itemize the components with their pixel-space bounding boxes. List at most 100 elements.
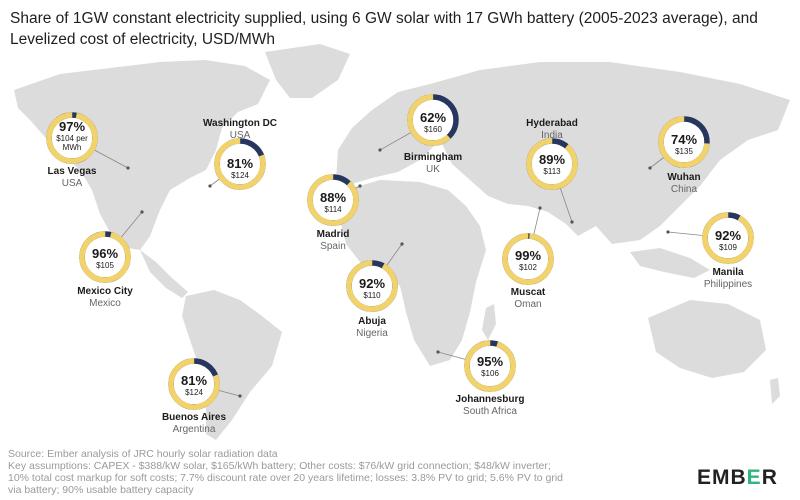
city-name: Las Vegas <box>47 166 97 177</box>
donut-label-manila: 92% $109 <box>696 228 760 253</box>
share-value: 81% <box>226 156 254 171</box>
donut-share-arc-buenos-aires <box>168 358 220 410</box>
donut-share-arc-muscat <box>502 233 554 285</box>
donut-background-abuja <box>346 260 398 312</box>
donut-label-washington-dc: 81% $124 <box>208 156 272 181</box>
donut-background-hyderabad <box>526 138 578 190</box>
donut-background-madrid <box>307 174 359 226</box>
city-label-buenos-aires: Buenos Aires Argentina <box>139 412 249 436</box>
city-marker-muscat <box>538 206 542 210</box>
share-value: 92% <box>714 228 742 243</box>
share-value: 99% <box>514 248 542 263</box>
assumptions-line-2: 10% total cost markup for soft costs; 7.… <box>8 472 564 484</box>
australia-landmass <box>648 300 766 378</box>
donut-background-manila <box>702 212 754 264</box>
logo-part-1: EMB <box>697 466 747 489</box>
city-marker-washington-dc <box>208 184 212 188</box>
city-country: Spain <box>320 241 346 252</box>
chart-title: Share of 1GW constant electricity suppli… <box>10 10 758 48</box>
donut-background-muscat <box>502 233 554 285</box>
city-country: Argentina <box>172 424 216 435</box>
north-america-landmass <box>14 60 270 250</box>
cost-value: $106 <box>481 369 499 378</box>
city-country: UK <box>426 164 440 175</box>
city-name: Manila <box>712 267 744 278</box>
donut-share-arc-wuhan <box>658 116 710 168</box>
share-value: 96% <box>91 246 119 261</box>
city-label-manila: Manila Philippines <box>673 267 783 291</box>
asia-landmass <box>430 62 790 244</box>
logo-part-3: R <box>761 466 778 489</box>
city-country: Nigeria <box>356 328 388 339</box>
donut-charts <box>46 94 754 410</box>
central-america-landmass <box>140 250 188 298</box>
donut-background-johannesburg <box>464 340 516 392</box>
donut-label-buenos-aires: 81% $124 <box>162 373 226 398</box>
cost-value: $113 <box>543 167 561 176</box>
city-marker-hyderabad <box>570 220 574 224</box>
donut-share-arc-washington-dc <box>214 138 266 190</box>
donut-label-muscat: 99% $102 <box>496 248 560 273</box>
city-name: Hyderabad <box>526 118 578 129</box>
madagascar-landmass <box>482 304 496 340</box>
donut-label-hyderabad: 89% $113 <box>520 152 584 177</box>
source-note: Source: Ember analysis of JRC hourly sol… <box>8 448 278 460</box>
donut-label-madrid: 88% $114 <box>301 190 365 215</box>
city-country: China <box>670 184 698 195</box>
city-name: Muscat <box>510 287 546 298</box>
donut-background-buenos-aires <box>168 358 220 410</box>
city-country: USA <box>61 178 83 189</box>
city-name: Madrid <box>316 229 350 240</box>
assumptions-line-1: Key assumptions: CAPEX - $388/kW solar, … <box>8 460 551 472</box>
share-value: 88% <box>319 190 347 205</box>
share-value: 74% <box>670 132 698 147</box>
land-masses <box>14 44 790 440</box>
share-value: 89% <box>538 152 566 167</box>
cost-value: $124 <box>185 388 203 397</box>
share-value: 62% <box>419 110 447 125</box>
city-country: Mexico <box>89 298 121 309</box>
city-marker-birmingham <box>378 148 382 152</box>
donut-label-birmingham: 62% $160 <box>401 110 465 135</box>
cost-value: $104 per MWh <box>56 134 88 152</box>
city-marker-manila <box>666 230 670 234</box>
donut-share-arc-madrid <box>307 174 359 226</box>
donut-share-arc-hyderabad <box>526 138 578 190</box>
donut-background-las-vegas <box>46 112 98 164</box>
city-label-abuja: Abuja Nigeria <box>317 316 427 340</box>
city-name: Abuja <box>358 316 386 327</box>
city-country: Oman <box>514 299 542 310</box>
logo-part-2: E <box>746 466 762 489</box>
city-label-mexico-city: Mexico City Mexico <box>50 286 160 310</box>
donut-label-johannesburg: 95% $106 <box>458 354 522 379</box>
share-value: 92% <box>358 276 386 291</box>
ember-logo: EMBER <box>697 466 778 490</box>
city-label-washington-dc: Washington DC USA <box>185 118 295 142</box>
new-zealand-landmass <box>770 378 780 404</box>
city-marker-las-vegas <box>126 166 130 170</box>
city-name: Wuhan <box>667 172 701 183</box>
city-label-birmingham: Birmingham UK <box>378 152 488 176</box>
city-name: Johannesburg <box>455 394 525 405</box>
cost-value: $160 <box>424 125 442 134</box>
share-value: 95% <box>476 354 504 369</box>
cost-value: $109 <box>719 243 737 252</box>
cost-value: $110 <box>363 291 381 300</box>
africa-landmass <box>340 180 486 366</box>
city-marker-mexico-city <box>140 210 144 214</box>
city-label-las-vegas: Las Vegas USA <box>17 166 127 190</box>
city-country: India <box>541 130 563 141</box>
city-name: Mexico City <box>77 286 133 297</box>
share-value: 81% <box>180 373 208 388</box>
footer-notes: Source: Ember analysis of JRC hourly sol… <box>8 448 668 496</box>
city-marker-madrid <box>358 184 362 188</box>
city-country: USA <box>229 130 251 141</box>
city-name: Birmingham <box>403 152 463 163</box>
donut-label-las-vegas: 97% $104 per MWh <box>40 120 104 153</box>
city-label-wuhan: Wuhan China <box>629 172 739 196</box>
donut-share-arc-abuja <box>346 260 398 312</box>
southeast-asia-islands <box>630 248 710 278</box>
assumptions-line-3: via battery; 90% usable battery capacity <box>8 484 194 496</box>
cost-value: $135 <box>675 147 693 156</box>
